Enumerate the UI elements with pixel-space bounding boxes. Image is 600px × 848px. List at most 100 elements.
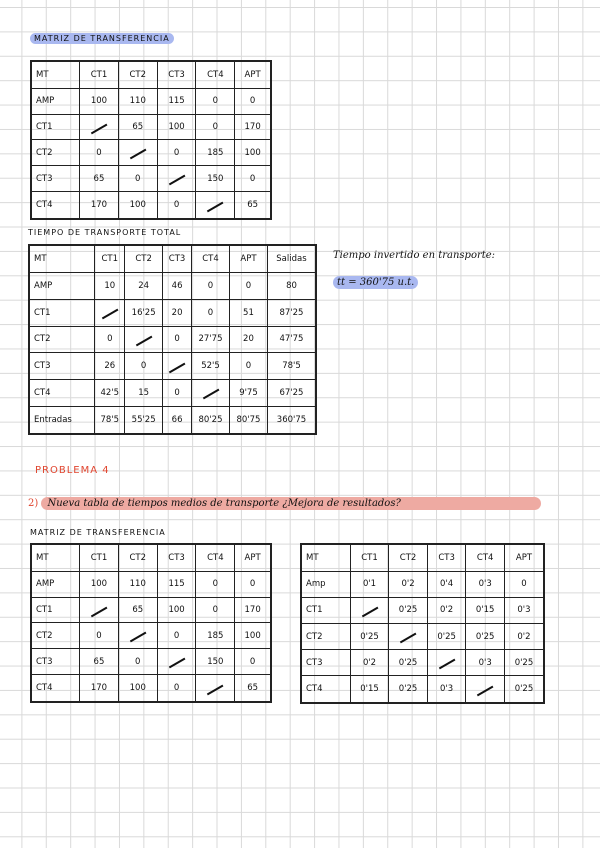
row-header: AMP bbox=[30, 570, 81, 598]
table-cell: 0 bbox=[195, 570, 236, 598]
table-cell: 0'2 bbox=[426, 596, 467, 624]
column-header: CT1 bbox=[79, 543, 119, 572]
table-row: Amp 0'1 0'2 0'4 0'3 0 bbox=[300, 570, 545, 598]
table-cell: 0'25 bbox=[465, 622, 505, 651]
table-cell: 0 bbox=[234, 87, 272, 115]
row-header: CT2 bbox=[30, 139, 81, 167]
problem-title: PROBLEMA 4 bbox=[35, 465, 110, 476]
column-header: CT3 bbox=[162, 244, 193, 274]
table-cell bbox=[124, 325, 164, 354]
table-cell: 87'25 bbox=[266, 299, 317, 327]
table-cell: 52'5 bbox=[191, 352, 230, 380]
table-cell: 100 bbox=[234, 622, 272, 650]
diagonal-slash-mark bbox=[168, 362, 186, 373]
table-cell: 185 bbox=[195, 139, 236, 167]
table-cell bbox=[195, 191, 236, 220]
column-header: CT1 bbox=[79, 60, 119, 89]
column-header: CT3 bbox=[426, 543, 467, 572]
row-header: CT3 bbox=[30, 648, 81, 676]
diagonal-slash-mark bbox=[202, 388, 219, 400]
table-cell: 20 bbox=[162, 299, 193, 327]
table-cell: 170 bbox=[79, 674, 119, 703]
table-cell: 0'25 bbox=[426, 622, 467, 651]
row-header: CT1 bbox=[28, 299, 96, 327]
table-cell bbox=[79, 113, 119, 141]
table-cell: 65 bbox=[234, 191, 272, 220]
row-header: CT2 bbox=[30, 622, 81, 650]
row-header: CT4 bbox=[28, 378, 96, 407]
table-cell: 0'25 bbox=[388, 675, 428, 704]
table-row: CT1 16'25 20 0 51 87'25 bbox=[28, 299, 317, 327]
diagonal-slash-mark bbox=[168, 657, 185, 669]
diagonal-slash-mark bbox=[207, 201, 224, 212]
table-cell: 0'25 bbox=[503, 649, 545, 677]
table-cell bbox=[388, 622, 428, 651]
table-cell bbox=[162, 352, 193, 380]
table-cell bbox=[349, 596, 390, 624]
column-header: APT bbox=[228, 244, 268, 274]
table-cell: 0 bbox=[156, 139, 197, 167]
table-row: AMP 10 24 46 0 0 80 bbox=[28, 272, 317, 300]
table-cell: 100 bbox=[234, 139, 272, 167]
section3-title: MATRIZ DE TRANSFERENCIA bbox=[30, 528, 166, 537]
table-row: CT3 26 0 52'5 0 78'5 bbox=[28, 352, 317, 380]
table-cell: 0'2 bbox=[503, 622, 545, 651]
table-cell bbox=[156, 165, 197, 193]
row-header: CT1 bbox=[30, 113, 81, 141]
table-cell: 0'3 bbox=[465, 570, 505, 598]
diagonal-slash-mark bbox=[90, 606, 108, 617]
section2-title: TIEMPO DE TRANSPORTE TOTAL bbox=[28, 228, 182, 237]
table-cell bbox=[465, 675, 505, 704]
table-row: CT3 65 0 150 0 bbox=[30, 648, 272, 676]
diagonal-slash-mark bbox=[399, 632, 417, 643]
table-cell: 0 bbox=[156, 191, 197, 220]
diagonal-slash-mark bbox=[438, 658, 455, 670]
diagonal-slash-mark bbox=[135, 335, 152, 346]
table-cell: 0'15 bbox=[349, 675, 390, 704]
column-header: MT bbox=[300, 543, 351, 572]
row-header: CT2 bbox=[28, 325, 96, 354]
column-header: CT2 bbox=[124, 244, 164, 274]
table-cell: 65 bbox=[234, 674, 272, 703]
table-cell: 65 bbox=[117, 113, 158, 141]
row-header: Entradas bbox=[28, 405, 96, 435]
table-cell: 0 bbox=[195, 113, 236, 141]
table-cell bbox=[191, 378, 230, 407]
table-cell: 0 bbox=[124, 352, 164, 380]
table-cell: 66 bbox=[162, 405, 193, 435]
column-header: CT4 bbox=[191, 244, 230, 274]
column-header: CT1 bbox=[94, 244, 126, 274]
column-header: CT3 bbox=[156, 60, 197, 89]
table-cell: 100 bbox=[79, 570, 119, 598]
table-cell: 0 bbox=[228, 352, 268, 380]
row-header: CT4 bbox=[30, 674, 81, 703]
table-cell: 0'3 bbox=[465, 649, 505, 677]
table-row: CT4 170 100 0 65 bbox=[30, 191, 272, 220]
table-cell: 16'25 bbox=[124, 299, 164, 327]
column-header: MT bbox=[30, 60, 81, 89]
table-cell: 100 bbox=[156, 596, 197, 624]
column-header: APT bbox=[503, 543, 545, 572]
table-cell bbox=[79, 596, 119, 624]
table-cell: 65 bbox=[117, 596, 158, 624]
table-cell: 0 bbox=[156, 674, 197, 703]
table-row: CT1 0'25 0'2 0'15 0'3 bbox=[300, 596, 545, 624]
table-cell: 80'75 bbox=[228, 405, 268, 435]
row-header: CT1 bbox=[300, 596, 351, 624]
diagonal-slash-mark bbox=[101, 308, 118, 320]
column-header: MT bbox=[30, 543, 81, 572]
column-header: Salidas bbox=[266, 244, 317, 274]
table-cell: 0 bbox=[191, 299, 230, 327]
table-cell: 170 bbox=[234, 113, 272, 141]
table-cell: 0 bbox=[79, 139, 119, 167]
table-cell: 170 bbox=[79, 191, 119, 220]
table-cell: 0'2 bbox=[388, 570, 428, 598]
table-row: CT1 65 100 0 170 bbox=[30, 113, 272, 141]
table-cell: 110 bbox=[117, 87, 158, 115]
table-cell: 0 bbox=[156, 622, 197, 650]
diagonal-slash-mark bbox=[476, 685, 494, 696]
table-cell: 10 bbox=[94, 272, 126, 300]
row-header: CT4 bbox=[300, 675, 351, 704]
table-cell: 55'25 bbox=[124, 405, 164, 435]
table-cell: 0 bbox=[162, 325, 193, 354]
